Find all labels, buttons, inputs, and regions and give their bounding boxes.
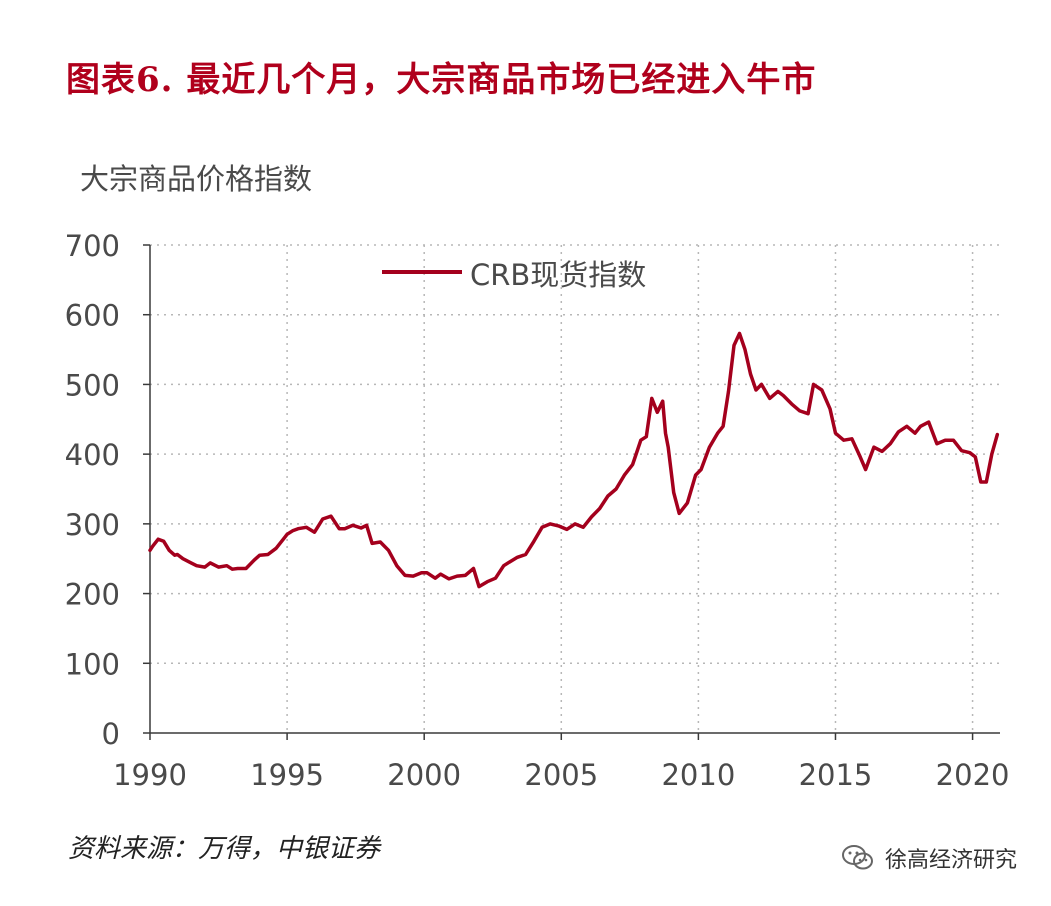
y-tick-label: 600 <box>65 299 120 333</box>
y-tick-label: 400 <box>65 438 120 472</box>
y-axis-label: 大宗商品价格指数 <box>80 162 312 196</box>
chart-axes: 0 100 200 300 400 500 600 700 1990 1995 2000 2005 20… <box>65 229 1010 792</box>
y-tick-label: 100 <box>65 647 120 681</box>
x-tick-label: 2005 <box>524 758 598 792</box>
x-tick-label: 2010 <box>661 758 735 792</box>
chart-legend: CRB现货指数 <box>382 258 646 292</box>
legend-label: CRB现货指数 <box>470 258 646 292</box>
watermark-text: 徐高经济研究 <box>884 848 1017 873</box>
y-tick-label: 300 <box>65 508 120 542</box>
page-title: 图表6. 最近几个月，大宗商品市场已经进入牛市 <box>66 60 817 100</box>
x-tick-label: 1990 <box>113 758 187 792</box>
source-note: 资料来源：万得，中银证券 <box>68 834 381 864</box>
x-tick-label: 1995 <box>250 758 324 792</box>
y-tick-label: 200 <box>65 578 120 612</box>
watermark: 徐高经济研究 <box>841 842 1017 874</box>
series-line-0 <box>148 331 1000 589</box>
x-tick-label: 2015 <box>799 758 873 792</box>
wechat-icon <box>841 845 873 870</box>
chart-series <box>148 331 1000 589</box>
y-tick-label: 700 <box>65 229 120 263</box>
x-tick-label: 2000 <box>387 758 461 792</box>
y-tick-label: 0 <box>102 717 120 751</box>
y-tick-label: 500 <box>65 368 120 402</box>
chart-gridlines <box>150 244 1000 733</box>
x-tick-label: 2020 <box>936 758 1010 792</box>
